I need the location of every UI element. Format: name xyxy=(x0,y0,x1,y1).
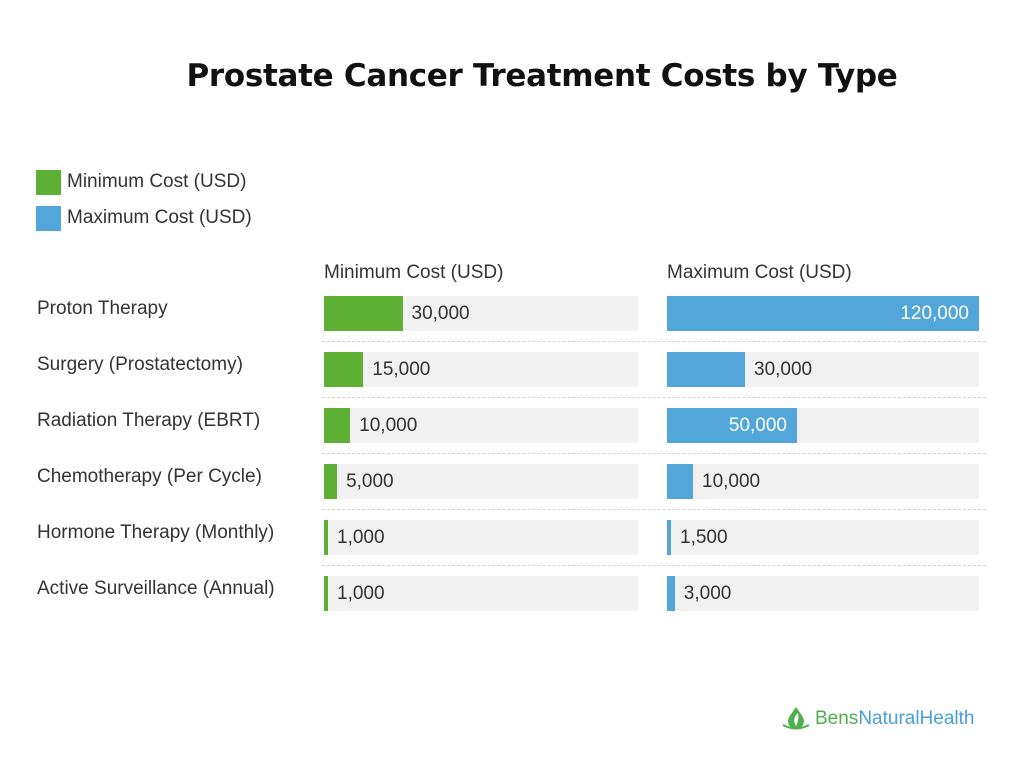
bar-value-max: 120,000 xyxy=(900,303,969,324)
bar-value-min: 15,000 xyxy=(372,359,431,380)
bar-min xyxy=(324,408,351,443)
bar-track-min xyxy=(324,464,638,499)
row-label: Chemotherapy (Per Cycle) xyxy=(37,466,262,487)
row-divider xyxy=(322,565,986,566)
bar-value-min: 5,000 xyxy=(346,471,394,492)
column-header-maximum: Maximum Cost (USD) xyxy=(667,262,852,283)
bar-track-min xyxy=(324,408,638,443)
bar-min xyxy=(324,520,328,555)
bar-min xyxy=(324,576,328,611)
bar-track-min xyxy=(324,352,638,387)
bar-track-min xyxy=(324,520,638,555)
bar-value-max: 10,000 xyxy=(702,471,761,492)
row-divider xyxy=(322,341,986,342)
row-label: Surgery (Prostatectomy) xyxy=(37,354,243,375)
bar-value-min: 30,000 xyxy=(411,303,470,324)
column-header-minimum: Minimum Cost (USD) xyxy=(324,262,504,283)
chart-title: Prostate Cancer Treatment Costs by Type xyxy=(186,58,898,94)
legend-item-minimum: Minimum Cost (USD) xyxy=(36,169,246,195)
bar-min xyxy=(324,352,364,387)
row-label: Active Surveillance (Annual) xyxy=(37,578,275,599)
legend-swatch-minimum xyxy=(36,169,61,195)
row-divider xyxy=(322,397,986,398)
bar-track-min xyxy=(324,576,638,611)
bar-track-max xyxy=(667,464,979,499)
bar-min xyxy=(324,464,338,499)
bar-value-max: 50,000 xyxy=(728,415,787,436)
bar-max xyxy=(667,464,693,499)
logo-text-bens: Bens xyxy=(815,708,859,729)
logo-text-naturalhealth: NaturalHealth xyxy=(858,708,975,729)
bar-track-max xyxy=(667,576,979,611)
row-divider xyxy=(322,509,986,510)
legend-swatch-maximum xyxy=(36,205,61,231)
bar-max xyxy=(667,520,671,555)
legend-label-minimum: Minimum Cost (USD) xyxy=(67,171,247,192)
bar-track-max xyxy=(667,520,979,555)
bar-value-max: 3,000 xyxy=(683,583,732,604)
bar-value-max: 1,500 xyxy=(680,527,728,548)
row-label: Radiation Therapy (EBRT) xyxy=(37,410,261,431)
row-label: Proton Therapy xyxy=(37,298,168,319)
brand-logo: BensNaturalHealth xyxy=(781,704,974,734)
bar-value-min: 1,000 xyxy=(337,583,385,604)
row-label: Hormone Therapy (Monthly) xyxy=(37,522,275,543)
bar-max xyxy=(667,408,797,443)
row-divider xyxy=(322,453,986,454)
bar-max xyxy=(667,576,675,611)
legend-label-maximum: Maximum Cost (USD) xyxy=(67,207,252,228)
bar-max xyxy=(667,296,979,331)
bar-value-min: 10,000 xyxy=(359,415,418,436)
bar-min xyxy=(324,296,403,331)
bar-max xyxy=(667,352,745,387)
bar-value-max: 30,000 xyxy=(754,359,813,380)
legend-item-maximum: Maximum Cost (USD) xyxy=(36,205,252,231)
bar-value-min: 1,000 xyxy=(337,527,385,548)
leaf-drop-icon xyxy=(782,707,810,730)
